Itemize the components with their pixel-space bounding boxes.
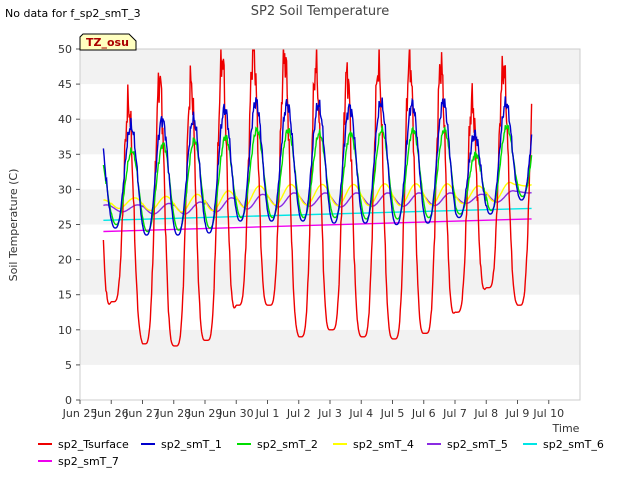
sp2_smT_1-line bbox=[102, 96, 533, 236]
grid-band bbox=[80, 294, 580, 330]
y-tick-label: 35 bbox=[58, 148, 72, 161]
tz-badge: TZ_osu bbox=[79, 33, 137, 51]
y-tick-label: 10 bbox=[58, 324, 72, 337]
y-axis-label: Soil Temperature (C) bbox=[7, 169, 20, 282]
grid-band bbox=[80, 84, 580, 120]
grid-band bbox=[80, 364, 580, 400]
legend-label: sp2_smT_4 bbox=[353, 438, 414, 451]
y-tick-label: 20 bbox=[58, 254, 72, 267]
sp2_Tsurface-line bbox=[102, 49, 533, 347]
x-tick-label: Jun 30 bbox=[218, 407, 254, 420]
y-tick-label: 40 bbox=[58, 113, 72, 126]
x-tick-label: Jul 10 bbox=[532, 407, 564, 420]
no-data-note: No data for f_sp2_smT_3 bbox=[5, 7, 141, 20]
legend-label: sp2_smT_7 bbox=[58, 455, 119, 468]
grid-band bbox=[80, 119, 580, 155]
legend-label: sp2_smT_6 bbox=[543, 438, 604, 451]
x-tick-label: Jul 3 bbox=[317, 407, 342, 420]
y-tick-label: 45 bbox=[58, 78, 72, 91]
tz-badge-label: TZ_osu bbox=[86, 36, 129, 49]
x-tick-label: Jun 29 bbox=[187, 407, 223, 420]
grid-band bbox=[80, 49, 580, 85]
x-tick-label: Jul 5 bbox=[380, 407, 405, 420]
x-tick-label: Jul 2 bbox=[286, 407, 311, 420]
y-tick-label: 30 bbox=[58, 183, 72, 196]
x-tick-label: Jul 4 bbox=[348, 407, 373, 420]
legend-label: sp2_smT_2 bbox=[257, 438, 318, 451]
x-tick-label: Jul 7 bbox=[442, 407, 467, 420]
x-tick-label: Jul 9 bbox=[505, 407, 530, 420]
x-tick-label: Jun 27 bbox=[124, 407, 160, 420]
chart-title: SP2 Soil Temperature bbox=[251, 4, 389, 19]
legend-label: sp2_smT_1 bbox=[161, 438, 222, 451]
y-tick-label: 25 bbox=[58, 219, 72, 232]
legend-label: sp2_smT_5 bbox=[447, 438, 508, 451]
legend-label: sp2_Tsurface bbox=[58, 438, 129, 451]
sp2_smT_2-line bbox=[102, 122, 533, 233]
series-lines bbox=[102, 49, 533, 347]
x-tick-label: Jul 1 bbox=[255, 407, 280, 420]
x-tick-label: Jun 25 bbox=[62, 407, 98, 420]
x-tick-label: Jul 8 bbox=[473, 407, 498, 420]
y-tick-label: 15 bbox=[58, 289, 72, 302]
x-axis-label: Time bbox=[552, 422, 580, 435]
y-axis: 0 5 10 15 20 25 30 35 40 45 50 bbox=[58, 43, 80, 407]
x-tick-label: Jun 26 bbox=[93, 407, 129, 420]
grid-band bbox=[80, 259, 580, 295]
grid-band bbox=[80, 329, 580, 365]
legend: sp2_Tsurface sp2_smT_1 sp2_smT_2 sp2_smT_4 s… bbox=[38, 438, 604, 468]
sp2_smT_4-line bbox=[103, 181, 532, 213]
y-tick-label: 5 bbox=[65, 359, 72, 372]
x-tick-label: Jul 6 bbox=[411, 407, 436, 420]
x-tick-label: Jun 28 bbox=[155, 407, 191, 420]
y-tick-label: 50 bbox=[58, 43, 72, 56]
y-tick-label: 0 bbox=[65, 394, 72, 407]
